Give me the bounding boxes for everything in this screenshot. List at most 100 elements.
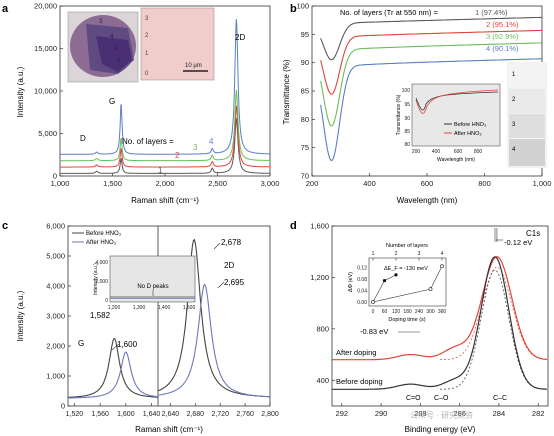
- legend-entry-b: 2 (95.1%): [486, 20, 519, 29]
- peak-label-2d: 2D: [235, 33, 245, 42]
- y-tick-label-a: 15,000: [34, 44, 57, 53]
- inset-x-tick-c: 1,200: [108, 305, 121, 311]
- inset-x-tick-d: 360: [438, 309, 447, 315]
- peak-name-2d: 2D: [224, 261, 234, 270]
- label-c-o-double: C=O: [406, 395, 421, 402]
- x-tick-label-c: 1,520: [66, 411, 84, 418]
- inset-note: No D peaks: [137, 284, 168, 290]
- x-tick-label-c: 2,800: [261, 411, 279, 418]
- peak-value: 2,678: [221, 238, 242, 247]
- x-tick-label-d: 286: [453, 409, 466, 418]
- series-line-g-band: [67, 337, 158, 398]
- y-tick-label-b: 85: [301, 87, 309, 96]
- inset-y-tick-d: 0.00: [357, 300, 367, 306]
- inset-x-tick-d: 180: [403, 309, 412, 315]
- x-tick-label-d: 282: [532, 409, 545, 418]
- inset-frame-c: [109, 255, 196, 303]
- x-tick-label-d: 288: [414, 409, 427, 418]
- series-label-layer-3: 3: [193, 143, 198, 152]
- y-tick-label-d: 800: [316, 324, 329, 333]
- scale-tick: 2: [145, 33, 149, 39]
- panel-letter-d: d: [290, 220, 297, 232]
- y-axis-label-b: Transmittance (%): [282, 59, 291, 124]
- series-d: [332, 228, 548, 390]
- y-tick-label-a: 10,000: [34, 87, 57, 96]
- x-tick-label-b: 1,000: [533, 179, 552, 188]
- sample-swatches: 1 2 3 4: [507, 62, 547, 168]
- peak-leader: [213, 242, 221, 250]
- y-tick-label-c: 0: [61, 402, 65, 411]
- y-tick-label-a: 0: [53, 172, 57, 181]
- x-axis-label-a: Raman shift (cm⁻¹): [131, 196, 199, 205]
- swatch-label: 4: [512, 147, 516, 153]
- inset-y-tick-b: 95: [404, 102, 410, 108]
- x-tick-label-c: 1,600: [117, 411, 135, 418]
- inset-point-filled: [394, 273, 398, 277]
- x-tick-label-d: 292: [336, 409, 349, 418]
- inset-y-tick-b: 90: [404, 116, 410, 122]
- inset-top-tick-label: 2: [395, 251, 398, 257]
- inset-x-tick-c: 1,300: [133, 305, 146, 311]
- inset-point-open: [440, 264, 444, 269]
- inset-x-tick-b: 200: [412, 149, 421, 155]
- graphene-region-thick: [96, 36, 132, 72]
- label-after-doping: After doping: [336, 348, 376, 357]
- y-axis-label-c: Intensity (a.u.): [16, 290, 25, 341]
- inset-x-tick-d: 240: [415, 309, 424, 315]
- x-tick-label-b: 800: [478, 179, 491, 188]
- x-tick-label-c: 2,680: [187, 411, 205, 418]
- series-line-g-band: [68, 351, 159, 399]
- inset-transmittance: Transmittance (%) Wavelength (nm) 200 400…: [396, 83, 501, 163]
- y-tick-label-b: 80: [301, 115, 309, 124]
- legend-a: 1 2 3 4: [158, 137, 214, 175]
- x-tick-label-d: 290: [375, 409, 388, 418]
- legend-before-c: Before HNO₃: [86, 231, 122, 237]
- y-tick-label-b: 100: [296, 2, 309, 11]
- y-tick-label-c: 3,000: [46, 312, 65, 321]
- inset-x-tick-b: 600: [454, 149, 463, 155]
- series-line-layer-2: [60, 105, 270, 168]
- legend-title-a: No. of layers =: [122, 137, 174, 146]
- inset-x-tick-d: 0: [372, 309, 375, 315]
- panel-letter-c: c: [2, 220, 8, 232]
- ticks-d: 292 290 288 286 284 282 400 800 1,200 1,600: [310, 222, 544, 419]
- x-tick-label-a: 1,500: [103, 179, 122, 188]
- series-line-layer-1: [60, 118, 270, 174]
- series-line-before-doping: [332, 256, 547, 390]
- swatch-4: [509, 139, 545, 166]
- panel-letter-a: a: [2, 3, 9, 15]
- panel-c: c Intensity (a.u.) Raman shift (cm⁻¹) 1,…: [2, 220, 279, 434]
- legend-after-c: After HNO₃: [86, 240, 117, 246]
- x-tick-label-c: 2,760: [236, 411, 254, 418]
- x-tick-label-b: 400: [363, 179, 376, 188]
- inset-point-filled: [382, 278, 387, 283]
- inset-ticks-b: 200 400 600 800 80 85 90 95 100: [402, 88, 483, 155]
- legend-entry-b: 1 (97.4%): [475, 8, 508, 17]
- x-tick-label-a: 1,000: [51, 179, 70, 188]
- y-tick-label-b: 70: [301, 172, 309, 181]
- inset-micrograph: 3 2 1 0 10 μm: [140, 7, 215, 81]
- series-label-layer-2: 2: [175, 151, 180, 160]
- peak-label-g: G: [109, 97, 115, 106]
- legend-entry-b: 3 (92.9%): [486, 32, 519, 41]
- inset-y-tick-c: 4,000: [95, 260, 108, 266]
- panel-d: d Binding energy (eV) C1s 292 290 288 286 28…: [290, 220, 549, 434]
- y-tick-label-b: 75: [301, 143, 309, 152]
- inset-x-tick-c: 1,400: [158, 305, 171, 311]
- layer-number: 2: [114, 46, 118, 52]
- inset-y-tick-d: 0.12: [357, 266, 367, 272]
- label-before-doping: Before doping: [336, 377, 383, 386]
- inset-legend-after: After HNO₃: [454, 131, 482, 137]
- peak-value: 1,600: [117, 340, 138, 349]
- scale-bar-label: 10 μm: [185, 63, 202, 69]
- series-line-1: [320, 16, 542, 61]
- inset-y-tick-c: 0: [105, 298, 108, 304]
- inset-micrograph-frame: [140, 7, 215, 81]
- inset-point-open: [428, 287, 433, 292]
- scale-tick: 1: [145, 51, 149, 57]
- x-axis-label-b: Wavelength (nm): [397, 196, 458, 205]
- inset-points: [371, 264, 444, 304]
- inset-frame-d: [368, 257, 447, 307]
- ticks-b: 200 400 600 800 1,000 70 75 80 85 90 95 100: [296, 2, 551, 189]
